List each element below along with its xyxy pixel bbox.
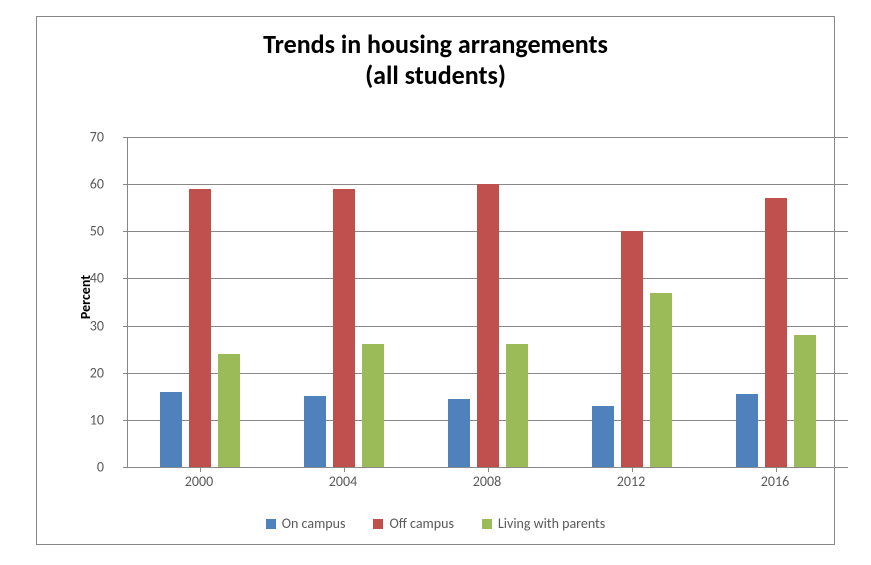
- bar: [160, 392, 182, 467]
- legend: On campus Off campus Living with parents: [37, 514, 834, 532]
- legend-item: Living with parents: [482, 514, 605, 532]
- x-tick-label: 2000: [159, 473, 239, 490]
- chart-frame: Trends in housing arrangements (all stud…: [36, 16, 835, 545]
- x-tick-mark: [488, 467, 489, 472]
- y-tick-mark: [123, 467, 128, 468]
- plot-area: [127, 137, 848, 468]
- legend-label: On campus: [282, 515, 346, 532]
- gridline: [128, 137, 848, 138]
- bar: [592, 406, 614, 467]
- y-tick-label: 0: [64, 459, 104, 476]
- y-tick-label: 20: [64, 364, 104, 381]
- bar: [189, 189, 211, 467]
- legend-label: Living with parents: [498, 515, 605, 532]
- y-tick-label: 50: [64, 223, 104, 240]
- x-tick-mark: [344, 467, 345, 472]
- bar: [650, 293, 672, 467]
- chart-title: Trends in housing arrangements (all stud…: [37, 29, 834, 91]
- y-tick-mark: [123, 278, 128, 279]
- legend-swatch: [266, 519, 276, 529]
- bar: [362, 344, 384, 467]
- x-tick-mark: [632, 467, 633, 472]
- chart-title-line2: (all students): [37, 60, 834, 91]
- x-tick-label: 2016: [735, 473, 815, 490]
- y-tick-label: 60: [64, 176, 104, 193]
- bar: [736, 394, 758, 467]
- y-tick-label: 40: [64, 270, 104, 287]
- y-tick-label: 30: [64, 317, 104, 334]
- bar: [477, 184, 499, 467]
- bar: [218, 354, 240, 467]
- bar: [794, 335, 816, 467]
- y-tick-mark: [123, 420, 128, 421]
- bar: [765, 198, 787, 467]
- y-tick-mark: [123, 184, 128, 185]
- chart-container: Trends in housing arrangements (all stud…: [0, 0, 871, 565]
- y-tick-mark: [123, 137, 128, 138]
- x-tick-mark: [200, 467, 201, 472]
- legend-label: Off campus: [389, 515, 453, 532]
- legend-item: Off campus: [373, 514, 453, 532]
- x-tick-label: 2012: [591, 473, 671, 490]
- bar: [333, 189, 355, 467]
- bar: [506, 344, 528, 467]
- y-tick-label: 10: [64, 411, 104, 428]
- bar: [304, 396, 326, 467]
- x-tick-label: 2004: [303, 473, 383, 490]
- y-tick-mark: [123, 231, 128, 232]
- x-tick-label: 2008: [447, 473, 527, 490]
- legend-item: On campus: [266, 514, 346, 532]
- x-tick-mark: [776, 467, 777, 472]
- y-tick-mark: [123, 373, 128, 374]
- chart-title-line1: Trends in housing arrangements: [37, 29, 834, 60]
- y-tick-mark: [123, 326, 128, 327]
- bar: [448, 399, 470, 467]
- legend-swatch: [373, 519, 383, 529]
- y-tick-label: 70: [64, 129, 104, 146]
- bar: [621, 231, 643, 467]
- legend-swatch: [482, 519, 492, 529]
